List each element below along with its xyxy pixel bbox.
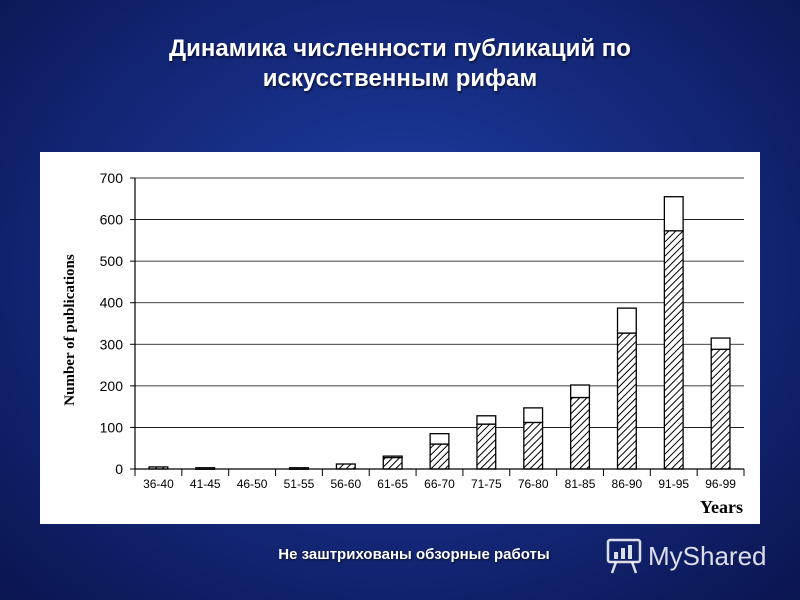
x-tick-labels: 36-40 41-45 46-50 51-55 56-60 61-65 66-70 71-75… [143, 477, 736, 491]
x-tick-label-76-80: 76-80 [518, 477, 549, 491]
x-tick-label-41-45: 41-45 [190, 477, 221, 491]
x-tick-label-66-70: 66-70 [424, 477, 455, 491]
x-tick-label-51-55: 51-55 [284, 477, 315, 491]
y-axis-label: Number of publications [62, 254, 78, 406]
bar-96-99-hatched [710, 348, 731, 470]
bar-76-80-hatched [523, 421, 544, 470]
slide-title: Динамика численности публикаций по искус… [0, 34, 800, 94]
bar-91-95-hatched [663, 230, 684, 470]
bar-71-75-hatched [476, 423, 497, 470]
watermark-text: MyShared [648, 540, 767, 571]
y-tick-labels: 0 100 200 300 400 500 600 700 [100, 170, 124, 477]
presentation-board-icon [606, 538, 642, 574]
bar-56-60-hatched [335, 463, 356, 470]
bar-66-70-hatched [429, 443, 450, 470]
bar-61-65-hatched [382, 456, 403, 470]
y-tick-label-500: 500 [100, 253, 124, 269]
y-tick-label-600: 600 [100, 212, 124, 228]
x-tick-label-46-50: 46-50 [237, 477, 268, 491]
publications-bar-chart: 0 100 200 300 400 500 600 700 36-40 41-45 46-50 51… [62, 170, 745, 517]
bars [148, 196, 731, 470]
footnote: Не заштрихованы обзорные работы [278, 546, 550, 563]
bar-86-90-white [616, 307, 637, 334]
x-tick-label-36-40: 36-40 [143, 477, 174, 491]
y-tick-label-400: 400 [100, 295, 124, 311]
x-axis-label: Years [700, 497, 743, 517]
x-tick-label-71-75: 71-75 [471, 477, 502, 491]
bar-91-95-white [663, 196, 684, 232]
x-tick-label-61-65: 61-65 [377, 477, 408, 491]
y-tick-label-700: 700 [100, 170, 124, 186]
x-tick-label-56-60: 56-60 [330, 477, 361, 491]
bar-96-99-white [710, 337, 731, 350]
chart-panel: 0 100 200 300 400 500 600 700 36-40 41-45 46-50 51… [40, 152, 760, 524]
x-tick-label-91-95: 91-95 [658, 477, 689, 491]
axes [130, 177, 745, 476]
x-tick-label-96-99: 96-99 [705, 477, 736, 491]
bar-71-75-white [476, 415, 497, 425]
bar-76-80-white [523, 407, 544, 424]
y-tick-label-0: 0 [115, 461, 123, 477]
bar-81-85-hatched [570, 396, 591, 470]
bar-86-90-hatched [616, 332, 637, 470]
bar-66-70-white [429, 433, 450, 445]
bar-61-65-white [382, 455, 403, 459]
bar-81-85-white [570, 384, 591, 399]
gridlines [135, 177, 744, 428]
slide-title-line-1: Динамика численности публикаций по [169, 35, 631, 62]
y-tick-label-300: 300 [100, 336, 124, 352]
watermark: MyShared [606, 536, 767, 576]
x-tick-label-86-90: 86-90 [612, 477, 643, 491]
x-tick-label-81-85: 81-85 [565, 477, 596, 491]
slide-title-line-2: искусственным рифам [262, 65, 538, 92]
y-tick-label-100: 100 [100, 419, 124, 435]
y-tick-label-200: 200 [100, 378, 124, 394]
